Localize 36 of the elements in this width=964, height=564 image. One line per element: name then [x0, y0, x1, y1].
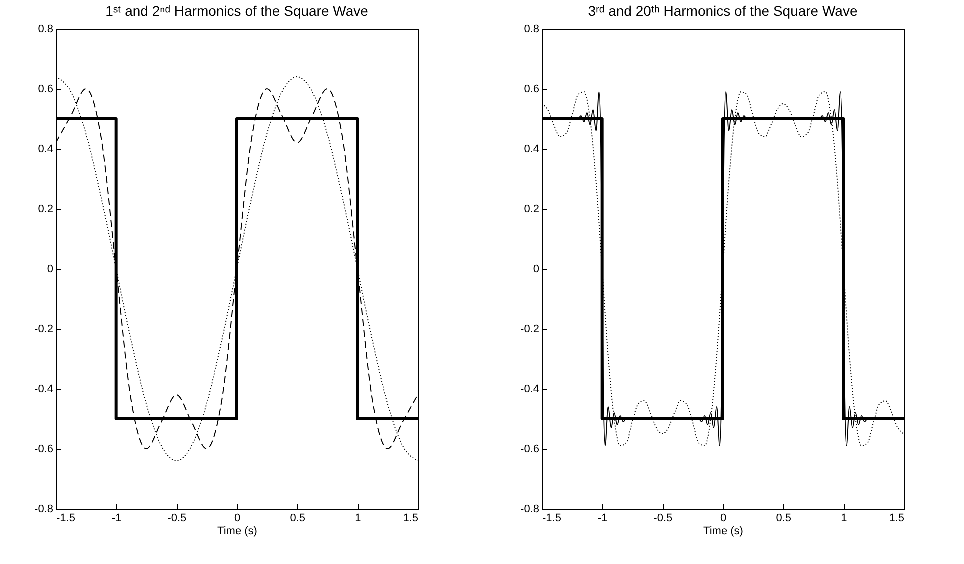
- y-tick-label: 0.6: [38, 84, 54, 96]
- x-tick-label: 0: [234, 512, 241, 524]
- y-tick-label: 0.8: [524, 24, 540, 36]
- y-tick-label: 0.6: [524, 84, 540, 96]
- x-tick-label: -0.5: [168, 512, 187, 524]
- y-tick-label: 0.4: [38, 144, 54, 156]
- y-tick-label: -0.6: [34, 444, 54, 456]
- y-tick-label: -0.2: [520, 324, 540, 336]
- x-tick-label: 0: [720, 512, 727, 524]
- y-tick-label: 0.8: [38, 24, 54, 36]
- x-tick-label: 0.5: [290, 512, 306, 524]
- y-tick-label: -0.4: [520, 384, 540, 396]
- y-tick-label: 0.4: [524, 144, 540, 156]
- x-tick-label: -1: [598, 512, 608, 524]
- y-tick-label: 0.2: [524, 204, 540, 216]
- y-tick-label: -0.4: [34, 384, 54, 396]
- x-axis-title: Time (s): [704, 526, 744, 538]
- x-tick-label: 1.5: [403, 512, 418, 524]
- x-axis-title: Time (s): [218, 526, 258, 538]
- y-tick-label: 0: [47, 264, 54, 276]
- chart-title: 1ˢᵗ and 2ⁿᵈ Harmonics of the Square Wave: [106, 3, 369, 19]
- y-tick-label: 0: [533, 264, 540, 276]
- y-tick-label: 0.2: [38, 204, 54, 216]
- y-tick-label: -0.8: [520, 504, 540, 516]
- x-tick-label: 1.5: [889, 512, 904, 524]
- x-tick-label: 1: [355, 512, 362, 524]
- x-tick-label: 1: [841, 512, 848, 524]
- x-tick-label: -1: [112, 512, 122, 524]
- y-tick-label: -0.2: [34, 324, 54, 336]
- y-tick-label: -0.8: [34, 504, 54, 516]
- x-tick-label: -1.5: [56, 512, 76, 524]
- x-tick-label: 0.5: [776, 512, 792, 524]
- chart-title: 3ʳᵈ and 20ᵗʰ Harmonics of the Square Wave: [588, 3, 858, 19]
- x-tick-label: -1.5: [542, 512, 562, 524]
- y-tick-label: -0.6: [520, 444, 540, 456]
- x-tick-label: -0.5: [654, 512, 673, 524]
